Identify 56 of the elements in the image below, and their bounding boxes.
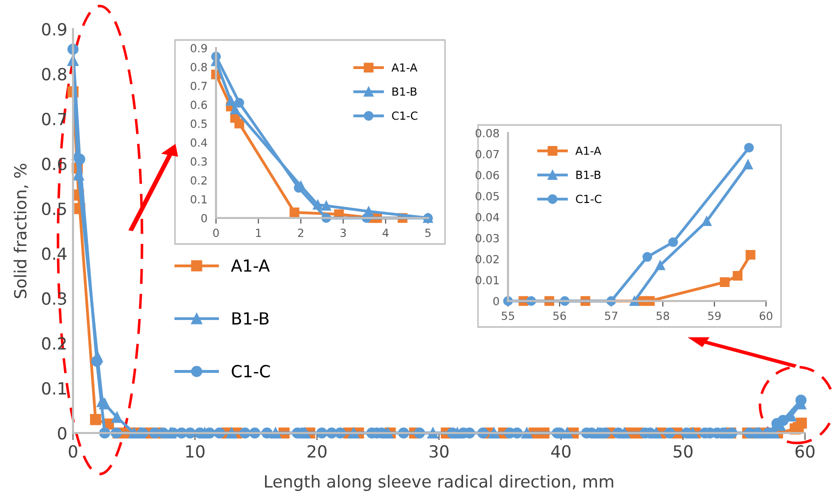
y-tick-label: 0.1 <box>42 382 66 395</box>
y-tick-label: 0.07 <box>476 150 499 158</box>
y-tick-label: 0.9 <box>42 22 66 36</box>
legend-label: A1-A <box>230 260 270 272</box>
y-tick-label: 0.3 <box>190 157 207 166</box>
y-tick-label: 0.6 <box>190 100 207 110</box>
x-tick-label: 30 <box>430 445 448 458</box>
x-tick-label: 50 <box>674 445 692 458</box>
y-tick-label: 0.08 <box>476 128 499 138</box>
x-tick-label: 40 <box>551 445 570 458</box>
y-axis-title: Solid fraction, % <box>14 164 28 298</box>
legend-label: A1-A <box>391 63 418 72</box>
x-tick-label: 58 <box>656 312 670 320</box>
x-tick-label: 57 <box>604 312 618 320</box>
y-tick-label: 0.5 <box>190 120 207 128</box>
legend-label: B1-B <box>392 88 417 96</box>
x-tick-label: 2 <box>298 228 304 237</box>
x-tick-label: 0 <box>68 445 78 458</box>
x-tick-label: 56 <box>553 312 566 320</box>
y-tick-label: 0.3 <box>42 292 66 305</box>
x-tick-label: 60 <box>760 312 772 320</box>
y-tick-label: 0.4 <box>190 138 208 147</box>
legend-label: C1-C <box>576 194 602 204</box>
y-tick-label: 0 <box>201 214 207 222</box>
x-tick-label: 10 <box>186 445 204 458</box>
y-tick-label: 0.06 <box>476 170 499 180</box>
y-tick-label: 0.9 <box>190 44 207 52</box>
y-tick-label: 0.2 <box>190 176 207 185</box>
x-tick-label: 0 <box>213 228 219 238</box>
y-tick-label: 0.02 <box>476 254 499 264</box>
y-tick-label: 0.05 <box>476 192 499 200</box>
x-tick-label: 3 <box>340 228 346 238</box>
y-tick-label: 0.5 <box>42 202 66 216</box>
x-tick-label: 55 <box>502 312 514 320</box>
x-axis-title: Length along sleeve radical direction, mm <box>265 474 614 491</box>
legend-label: A1-A <box>575 146 602 155</box>
y-tick-label: 0.4 <box>42 247 67 260</box>
y-tick-label: 0.7 <box>190 82 207 90</box>
x-tick-label: 59 <box>708 312 721 320</box>
legend-label: C1-C <box>392 111 418 120</box>
y-tick-label: 0.01 <box>476 276 499 284</box>
x-tick-label: 4 <box>382 228 389 237</box>
x-tick-label: 5 <box>425 228 431 238</box>
legend-label: C1-C <box>232 364 270 378</box>
y-tick-label: 0 <box>58 426 66 440</box>
x-tick-label: 60 <box>796 445 814 458</box>
y-tick-label: 0 <box>493 296 499 306</box>
y-tick-label: 0.8 <box>42 68 66 80</box>
y-tick-label: 0.03 <box>476 234 499 242</box>
x-tick-label: 20 <box>308 445 326 458</box>
y-tick-label: 0.8 <box>190 62 207 72</box>
legend-label: B1-B <box>576 170 600 179</box>
y-tick-label: 0.1 <box>190 195 207 204</box>
legend-label: B1-B <box>232 312 269 324</box>
x-tick-label: 1 <box>256 228 261 237</box>
y-tick-label: 0.04 <box>476 212 500 222</box>
